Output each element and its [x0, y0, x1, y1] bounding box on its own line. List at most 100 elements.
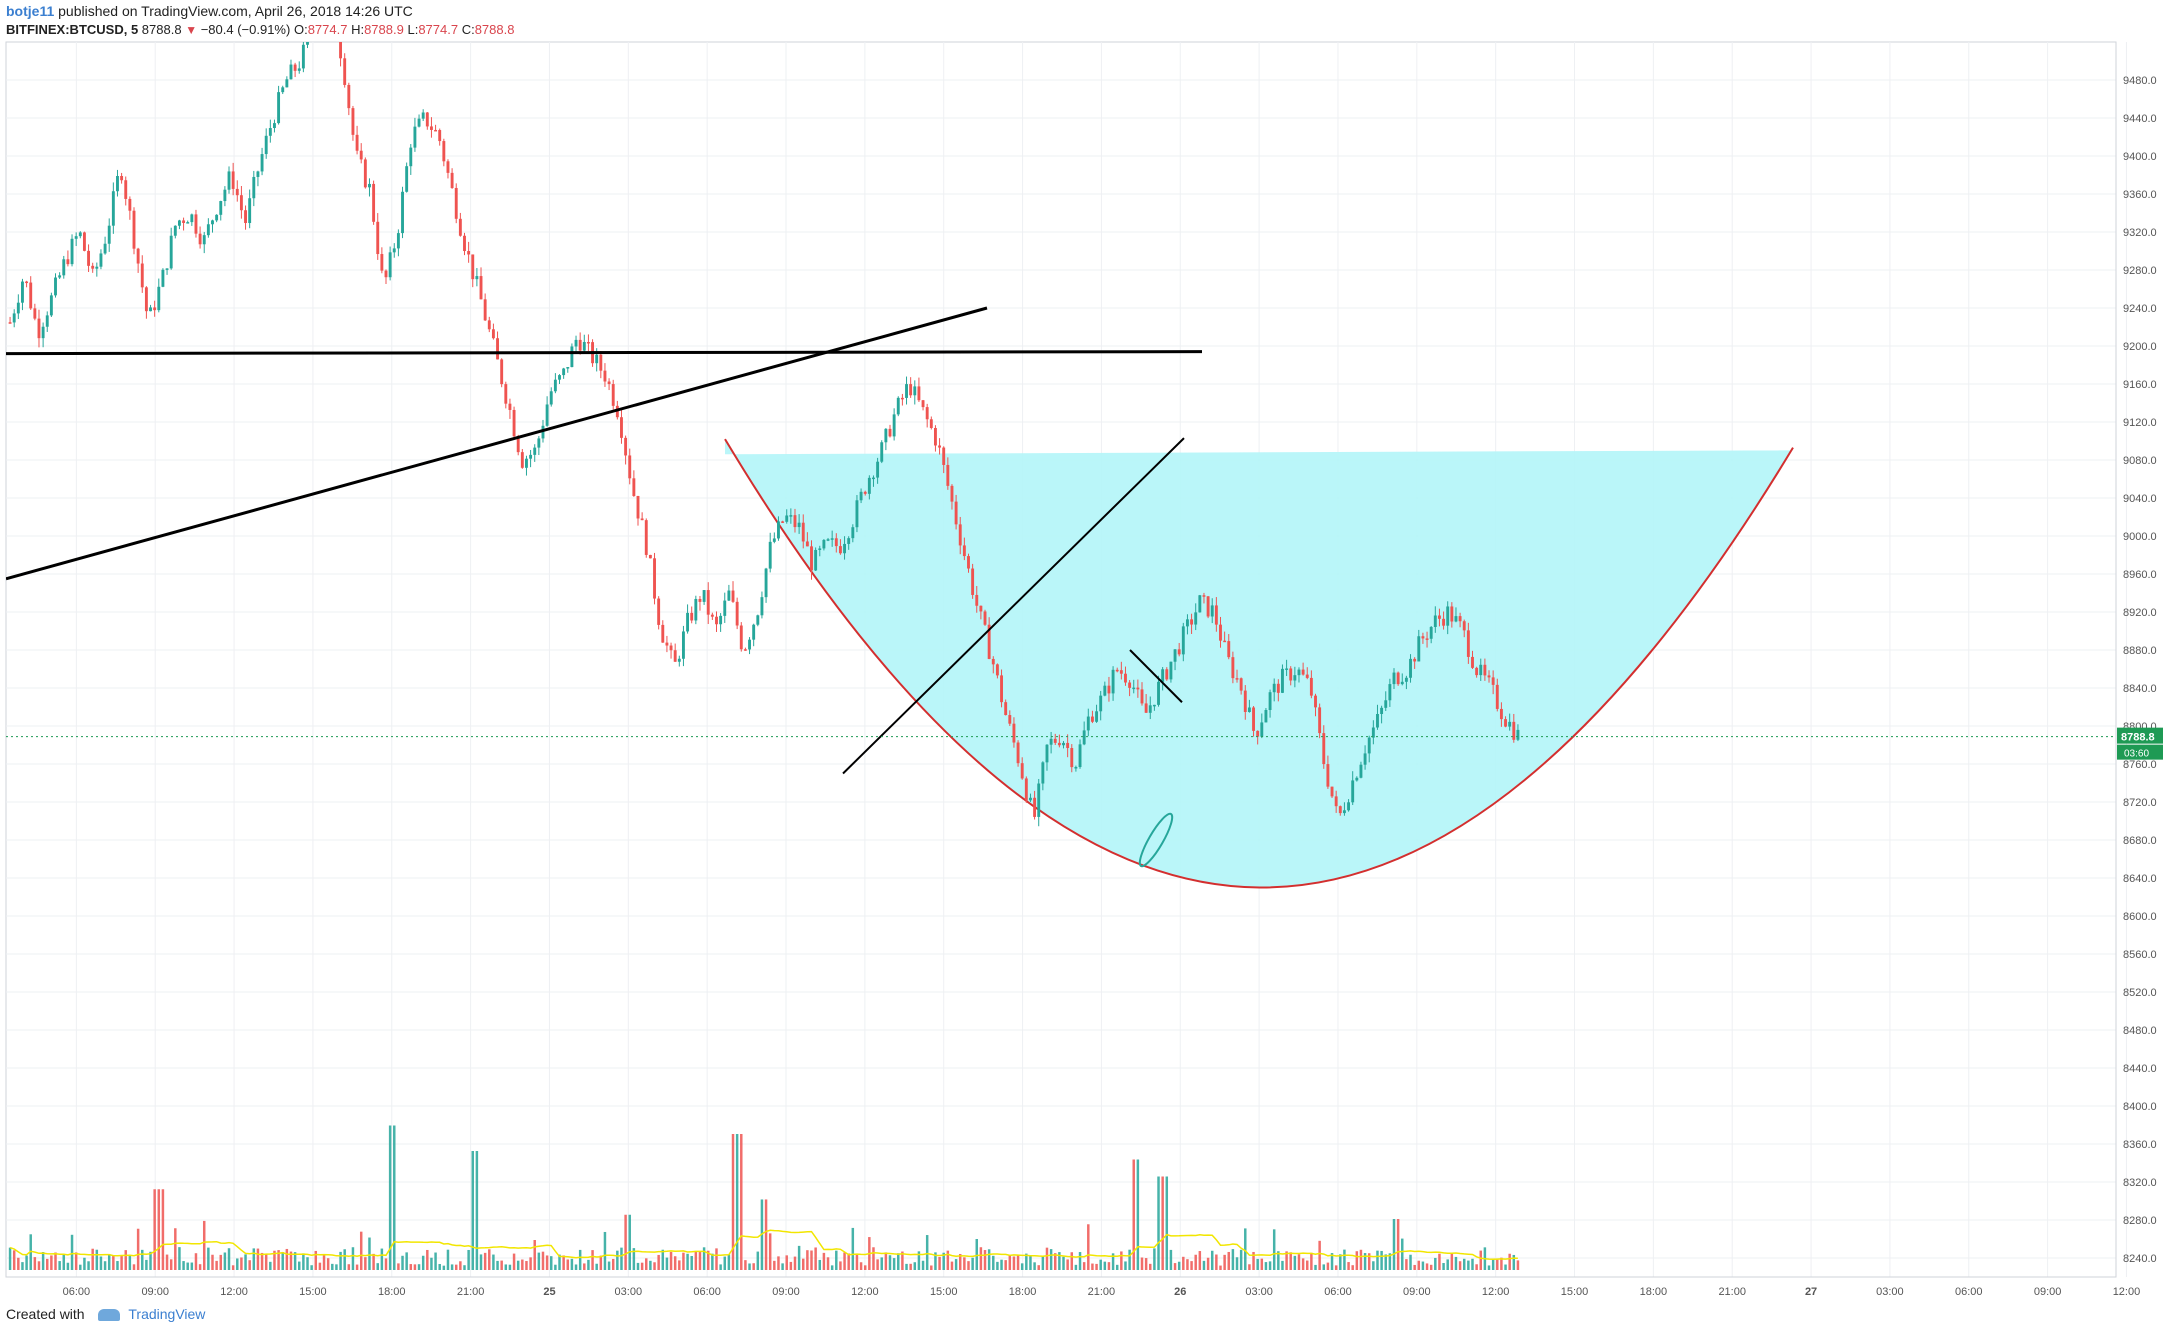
volume-bar	[1425, 1263, 1429, 1270]
candle-body	[1429, 626, 1433, 639]
candle-body	[876, 461, 880, 478]
candle-body	[1219, 624, 1222, 641]
candle-body	[1301, 669, 1305, 675]
candle-body	[1516, 729, 1520, 740]
candle-body	[1157, 681, 1160, 705]
volume-bar	[215, 1260, 218, 1270]
candle-body	[983, 611, 987, 625]
candle-body	[814, 549, 818, 571]
volume-bar	[1376, 1250, 1379, 1270]
volume-bar	[112, 1255, 115, 1270]
candle-body	[1243, 690, 1247, 713]
volume-bar	[719, 1264, 722, 1270]
candle-body	[1347, 802, 1351, 811]
candle-body	[1140, 689, 1144, 704]
volume-bar	[198, 1264, 202, 1270]
volume-bar	[1421, 1261, 1425, 1270]
candle-body	[467, 251, 471, 255]
candle-body	[458, 218, 462, 236]
volume-bar	[120, 1255, 123, 1270]
volume-bar	[62, 1254, 66, 1270]
y-tick-label: 8240.0	[2123, 1253, 2157, 1265]
candle-body	[442, 141, 446, 162]
candle-body	[384, 270, 388, 278]
candle-body	[434, 129, 438, 132]
candle-body	[157, 286, 161, 311]
volume-bar	[649, 1260, 652, 1270]
candle-body	[351, 108, 355, 135]
volume-bar	[958, 1254, 962, 1270]
candle-body	[1000, 675, 1003, 703]
last-price-tag	[2117, 727, 2163, 744]
volume-bar	[434, 1252, 437, 1270]
volume-bar	[492, 1254, 495, 1270]
volume-bar	[566, 1259, 570, 1270]
candle-body	[1462, 621, 1466, 631]
tradingview-link[interactable]: TradingView	[128, 1306, 206, 1322]
y-tick-label: 8520.0	[2123, 987, 2157, 999]
y-tick-label: 8400.0	[2123, 1101, 2157, 1113]
x-tick-label: 09:00	[2034, 1286, 2062, 1298]
volume-bar	[70, 1234, 74, 1270]
volume-bar	[99, 1256, 103, 1270]
candle-body	[950, 485, 954, 502]
volume-bar	[901, 1251, 904, 1270]
volume-bar	[202, 1220, 206, 1270]
candle-body	[1227, 641, 1231, 658]
candle-body	[838, 546, 842, 554]
volume-bar	[1107, 1262, 1111, 1270]
candle-body	[764, 568, 768, 598]
candle-body	[1008, 715, 1012, 724]
volume-bar	[211, 1254, 214, 1270]
volume-bar	[583, 1263, 586, 1270]
volume-bar	[806, 1250, 809, 1270]
candle-body	[335, 11, 338, 41]
volume-bar	[1045, 1247, 1049, 1270]
volume-bar	[141, 1249, 144, 1270]
open-value: 8774.7	[307, 22, 348, 37]
volume-bar	[930, 1265, 933, 1270]
countdown-label: 03:60	[2124, 749, 2149, 760]
volume-bar	[1392, 1219, 1396, 1270]
candle-body	[417, 118, 421, 127]
candle-body	[215, 214, 219, 221]
candle-body	[1016, 742, 1020, 764]
volume-bar	[616, 1250, 619, 1270]
volume-bar	[1054, 1253, 1057, 1270]
volume-bar	[302, 1253, 305, 1270]
candle-body	[1342, 810, 1346, 814]
candle-body	[1161, 669, 1165, 682]
y-tick-label: 8880.0	[2123, 645, 2157, 657]
volume-bar	[1153, 1248, 1156, 1270]
x-tick-label: 03:00	[1876, 1286, 1904, 1298]
candle-body	[1223, 640, 1227, 643]
candle-body	[260, 154, 264, 172]
last-price: 8788.8	[141, 22, 182, 37]
x-tick-label: 03:00	[615, 1286, 643, 1298]
candle-body	[653, 558, 656, 599]
candle-body	[1082, 730, 1086, 745]
volume-bar	[471, 1151, 474, 1270]
candle-body	[12, 313, 16, 323]
candle-body	[1128, 682, 1132, 688]
volume-bar	[839, 1261, 842, 1270]
candle-body	[628, 455, 632, 479]
candle-body	[739, 625, 743, 650]
author-link[interactable]: botje11	[6, 3, 55, 19]
candle-body	[235, 188, 239, 196]
volume-bar	[459, 1261, 462, 1270]
candle-body	[368, 183, 371, 188]
candle-body	[1173, 649, 1177, 662]
volume-bar	[50, 1255, 53, 1270]
candle-body	[1103, 685, 1107, 696]
candle-body	[202, 235, 206, 245]
candle-body	[1466, 630, 1470, 657]
candle-body	[810, 546, 813, 571]
volume-bar	[909, 1263, 912, 1270]
x-tick-label: 12:00	[1482, 1286, 1510, 1298]
volume-bar	[46, 1258, 49, 1270]
x-tick-label: 06:00	[1955, 1286, 1983, 1298]
candle-body	[483, 299, 487, 321]
volume-bar	[826, 1257, 830, 1270]
